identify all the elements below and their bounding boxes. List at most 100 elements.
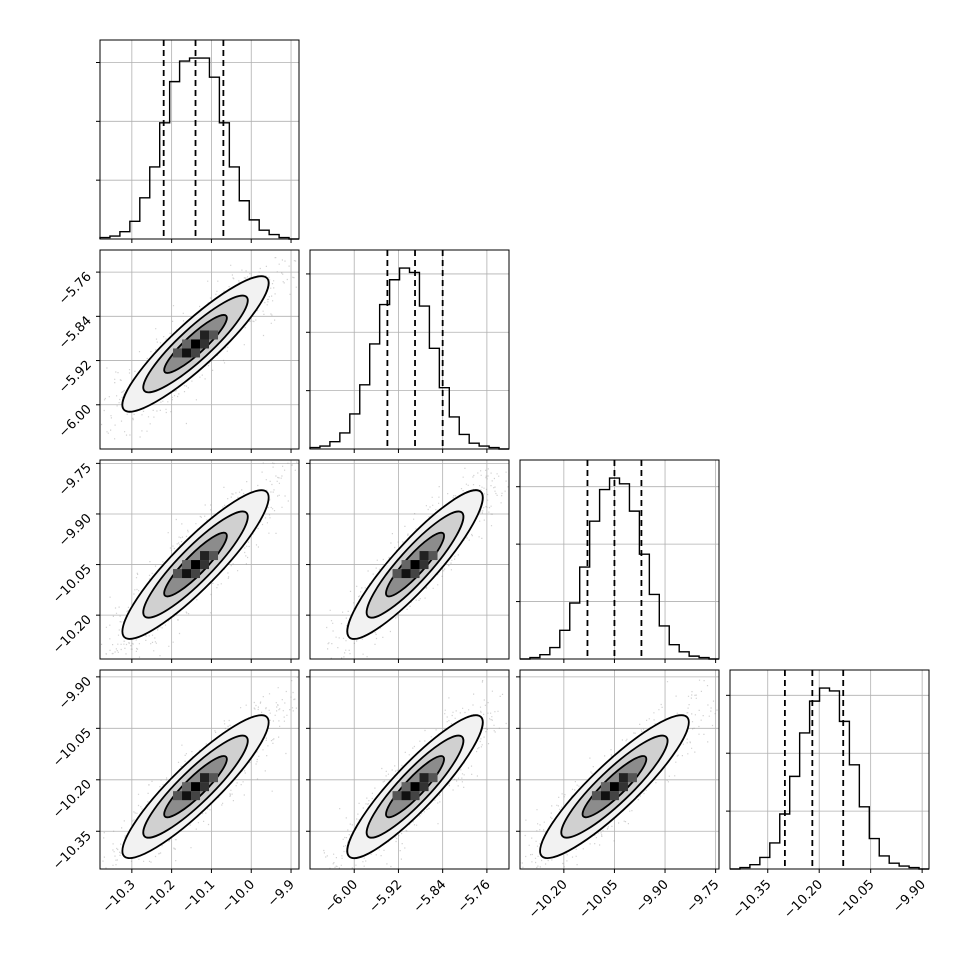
density-core — [591, 773, 637, 801]
y-tick-label: −10.20 — [50, 777, 95, 822]
y-tick-label: −10.05 — [50, 562, 95, 607]
panel-frame — [309, 249, 510, 450]
density-cell — [410, 569, 420, 579]
panel-frame — [729, 669, 930, 870]
y-tick-label: −10.05 — [50, 726, 95, 771]
density-cell — [209, 330, 219, 340]
density-cell — [419, 773, 429, 783]
panel-1-0 — [96, 249, 300, 453]
density-cell — [182, 791, 192, 801]
density-cell — [401, 569, 411, 579]
panel-frame — [99, 249, 300, 450]
density-cell — [392, 791, 402, 801]
x-tick-label: −10.20 — [526, 877, 571, 922]
histogram-step — [99, 57, 299, 240]
density-cell — [609, 791, 619, 801]
density-cell — [200, 330, 210, 340]
density-cell — [627, 773, 637, 783]
density-cell — [200, 551, 210, 561]
histogram-step — [520, 477, 719, 660]
panel-3-1 — [306, 669, 510, 873]
histogram-step — [309, 267, 509, 450]
density-cell — [401, 560, 411, 570]
density-cell — [200, 560, 210, 570]
y-tick-label: −9.75 — [56, 461, 95, 500]
x-tick-label: −5.84 — [411, 877, 450, 916]
y-tick-label: −10.35 — [50, 828, 95, 873]
y-tick-label: −10.20 — [50, 612, 95, 657]
density-cell — [200, 782, 210, 792]
density-cell — [591, 791, 601, 801]
density-cell — [191, 569, 201, 579]
x-tick-label: −9.90 — [633, 877, 672, 916]
density-core — [173, 551, 219, 579]
density-cell — [419, 782, 429, 792]
panel-frame — [99, 39, 300, 240]
y-tick-label: −5.92 — [56, 358, 95, 397]
x-tick-label: −9.75 — [684, 877, 723, 916]
density-cell — [182, 348, 192, 358]
x-tick-label: −10.3 — [100, 877, 139, 916]
x-tick-label: −10.0 — [219, 877, 258, 916]
density-cell — [410, 782, 420, 792]
panel-0-0 — [96, 39, 300, 243]
density-cell — [392, 569, 402, 579]
x-tick-label: −10.2 — [140, 877, 179, 916]
density-core — [392, 551, 438, 579]
x-tick-label: −9.90 — [890, 877, 929, 916]
density-cell — [200, 773, 210, 783]
density-cell — [173, 348, 183, 358]
y-tick-label: −6.00 — [56, 402, 95, 441]
y-tick-label: −5.76 — [56, 269, 95, 308]
panel-background — [100, 40, 299, 239]
x-tick-label: −9.9 — [265, 877, 298, 910]
density-cell — [200, 339, 210, 349]
density-cell — [428, 551, 438, 561]
panel-frame — [309, 459, 510, 660]
panel-2-2 — [516, 459, 720, 663]
panel-background — [310, 250, 509, 449]
panel-3-2 — [516, 669, 720, 873]
density-cell — [419, 551, 429, 561]
density-cell — [401, 791, 411, 801]
density-cell — [182, 560, 192, 570]
density-cell — [173, 791, 183, 801]
panel-frame — [99, 669, 300, 870]
y-tick-label: −9.90 — [56, 511, 95, 550]
panel-background — [730, 670, 929, 869]
panel-1-1 — [306, 249, 510, 453]
x-tick-label: −5.92 — [366, 877, 405, 916]
histogram-step — [730, 687, 929, 870]
density-core — [173, 330, 219, 358]
density-cell — [410, 791, 420, 801]
x-tick-label: −10.1 — [179, 877, 218, 916]
x-tick-label: −6.00 — [322, 877, 361, 916]
density-cell — [401, 782, 411, 792]
panel-frame — [99, 459, 300, 660]
y-tick-label: −5.84 — [56, 314, 95, 353]
density-cell — [600, 791, 610, 801]
panel-frame — [519, 669, 720, 870]
x-tick-label: −5.76 — [455, 877, 494, 916]
x-tick-label: −10.20 — [781, 877, 826, 922]
x-tick-label: −10.35 — [730, 877, 775, 922]
density-cell — [600, 782, 610, 792]
y-tick-label: −9.90 — [56, 674, 95, 713]
panel-2-1 — [306, 459, 510, 663]
density-cell — [191, 791, 201, 801]
density-core — [173, 773, 219, 801]
density-cell — [182, 782, 192, 792]
density-cell — [428, 773, 438, 783]
panel-2-0 — [96, 459, 300, 663]
density-cell — [618, 773, 628, 783]
x-tick-label: −10.05 — [833, 877, 878, 922]
panel-background — [520, 460, 719, 659]
density-cell — [191, 560, 201, 570]
density-cell — [182, 339, 192, 349]
density-core — [392, 773, 438, 801]
panel-frame — [519, 459, 720, 660]
density-cell — [209, 551, 219, 561]
panel-frame — [309, 669, 510, 870]
density-cell — [609, 782, 619, 792]
